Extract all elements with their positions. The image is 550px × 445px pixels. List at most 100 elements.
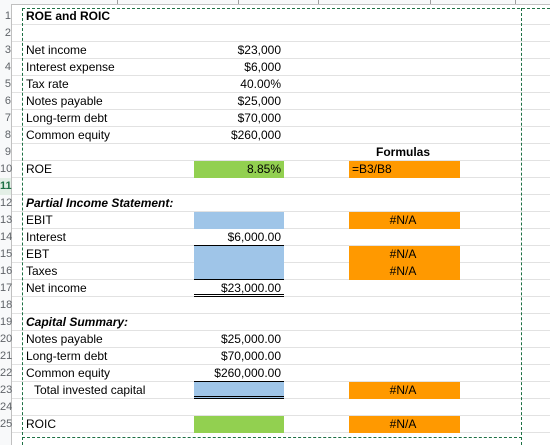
label-cell[interactable]: Net income <box>26 281 87 295</box>
value-cell[interactable]: $70,000.00 <box>220 349 281 363</box>
sheet-row: 3 Net income $23,000 <box>0 42 550 59</box>
row-gridline <box>12 211 550 212</box>
row-number[interactable]: 11 <box>0 178 12 195</box>
label-cell[interactable]: Interest <box>26 230 67 244</box>
row-number[interactable]: 20 <box>0 333 13 345</box>
row-number[interactable]: 5 <box>4 78 11 90</box>
sheet-row: 5 Tax rate 40.00% <box>0 76 550 93</box>
row-gridline <box>12 313 550 314</box>
label-cell[interactable]: Total invested capital <box>34 383 146 397</box>
value-cell[interactable] <box>194 382 284 399</box>
label-cell[interactable]: ROE and ROIC <box>26 9 111 23</box>
row-gridline <box>12 347 550 348</box>
row-number[interactable]: 13 <box>0 214 13 226</box>
label-cell[interactable]: Long-term debt <box>26 349 108 363</box>
label-cell[interactable]: ROE <box>26 162 53 176</box>
value-cell[interactable]: $260,000 <box>230 128 281 142</box>
row-number[interactable]: 8 <box>4 129 11 141</box>
formula-cell[interactable]: =B3/B8 <box>349 161 460 178</box>
sheet-row: 25 ROIC #N/A <box>0 416 550 433</box>
value-cell[interactable]: $23,000 <box>237 43 281 57</box>
label-cell[interactable]: Partial Income Statement: <box>26 196 174 210</box>
label-cell[interactable]: EBIT <box>26 213 53 227</box>
sheet-row: 13 EBIT #N/A <box>0 212 550 229</box>
formula-cell[interactable]: #N/A <box>349 212 460 229</box>
column-divider[interactable] <box>117 0 118 4</box>
row-number[interactable]: 17 <box>0 282 13 294</box>
sheet-row: 11 <box>0 178 550 195</box>
value-cell[interactable]: $25,000.00 <box>220 332 281 346</box>
column-divider[interactable] <box>515 0 516 4</box>
row-number[interactable]: 2 <box>4 27 11 39</box>
formula-cell[interactable]: #N/A <box>349 416 460 433</box>
row-gridline <box>12 92 550 93</box>
label-cell[interactable]: Common equity <box>26 366 111 380</box>
row-number[interactable]: 3 <box>4 44 11 56</box>
row-number[interactable]: 1 <box>4 10 11 22</box>
value-cell[interactable] <box>194 246 284 263</box>
row-number[interactable]: 25 <box>0 418 13 430</box>
row-gridline <box>12 126 550 127</box>
label-cell[interactable]: Notes payable <box>26 332 103 346</box>
column-divider[interactable] <box>318 0 319 4</box>
value-cell[interactable]: $25,000 <box>237 94 281 108</box>
value-cell[interactable]: $23,000.00 <box>194 280 284 297</box>
row-gridline <box>12 194 550 195</box>
row-number[interactable]: 23 <box>0 384 13 396</box>
copy-selection-border <box>22 8 550 9</box>
copy-selection-border <box>521 8 522 445</box>
formula-cell[interactable]: Formulas <box>375 145 430 159</box>
row-number[interactable]: 21 <box>0 350 13 362</box>
row-gridline <box>12 330 550 331</box>
row-number[interactable]: 12 <box>0 197 13 209</box>
sheet-row: 6 Notes payable $25,000 <box>0 93 550 110</box>
row-gridline <box>12 160 550 161</box>
label-cell[interactable]: Taxes <box>26 264 58 278</box>
row-number[interactable]: 14 <box>0 231 13 243</box>
label-cell[interactable]: Interest expense <box>26 60 115 74</box>
value-cell[interactable]: $70,000 <box>237 111 281 125</box>
row-gridline <box>12 41 550 42</box>
row-number[interactable]: 10 <box>0 163 13 175</box>
row-gridline <box>12 109 550 110</box>
value-cell[interactable]: $6,000.00 <box>194 229 284 246</box>
row-number[interactable]: 19 <box>0 316 13 328</box>
sheet-row: 18 <box>0 297 550 314</box>
value-cell[interactable] <box>194 212 284 229</box>
label-cell[interactable]: EBT <box>26 247 50 261</box>
column-divider[interactable] <box>430 0 431 4</box>
row-number[interactable]: 22 <box>0 367 13 379</box>
label-cell[interactable]: Common equity <box>26 128 111 142</box>
formula-cell[interactable]: #N/A <box>349 263 460 280</box>
value-cell[interactable]: 8.85% <box>194 161 284 178</box>
row-number[interactable]: 7 <box>4 112 11 124</box>
label-cell[interactable]: Tax rate <box>26 77 69 91</box>
row-number[interactable]: 24 <box>0 401 13 413</box>
sheet-row: 2 <box>0 25 550 42</box>
value-cell[interactable] <box>194 416 284 433</box>
row-number[interactable]: 15 <box>0 248 13 260</box>
label-cell[interactable]: Notes payable <box>26 94 103 108</box>
row-number[interactable]: 6 <box>4 95 11 107</box>
value-cell[interactable]: 40.00% <box>240 77 281 91</box>
row-number[interactable]: 18 <box>0 299 13 311</box>
row-number[interactable]: 9 <box>4 146 11 158</box>
column-header-bar[interactable] <box>0 0 550 5</box>
value-cell[interactable]: $6,000 <box>244 60 281 74</box>
row-number[interactable]: 4 <box>4 61 11 73</box>
value-cell[interactable]: $260,000.00 <box>194 365 284 382</box>
column-divider[interactable] <box>238 0 239 4</box>
sheet-row: 16 Taxes #N/A <box>0 263 550 280</box>
sheet-row: 19 Capital Summary: <box>0 314 550 331</box>
formula-cell[interactable]: #N/A <box>349 246 460 263</box>
label-cell[interactable]: Net income <box>26 43 87 57</box>
sheet-row: 9 Formulas <box>0 144 550 161</box>
label-cell[interactable]: ROIC <box>26 417 56 431</box>
formula-cell[interactable]: #N/A <box>349 382 460 399</box>
sheet-row: 10 ROE 8.85% =B3/B8 <box>0 161 550 178</box>
row-number[interactable]: 16 <box>0 265 13 277</box>
value-cell[interactable] <box>194 263 284 280</box>
label-cell[interactable]: Capital Summary: <box>26 315 129 329</box>
label-cell[interactable]: Long-term debt <box>26 111 108 125</box>
